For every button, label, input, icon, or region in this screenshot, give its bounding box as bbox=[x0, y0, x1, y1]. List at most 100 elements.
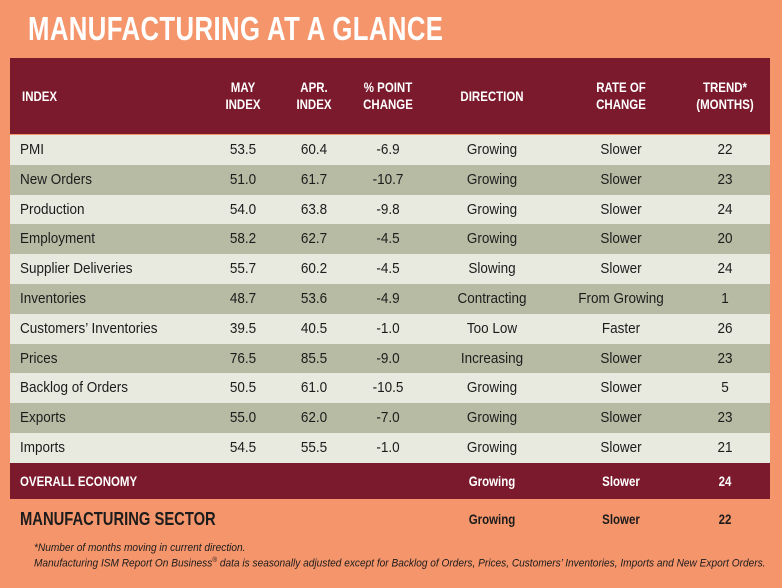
cell: Faster bbox=[601, 319, 641, 337]
cell: 76.5 bbox=[229, 349, 257, 367]
row-label: PMI bbox=[20, 141, 45, 158]
cell: Slower bbox=[600, 379, 642, 397]
cell: Contracting bbox=[457, 290, 527, 307]
cell: 1 bbox=[721, 290, 729, 307]
cell: 60.2 bbox=[300, 260, 328, 278]
cell: -4.9 bbox=[376, 290, 400, 307]
cell: 54.0 bbox=[229, 200, 257, 218]
header-line: INDEX bbox=[225, 96, 261, 112]
cell: Slower bbox=[600, 230, 642, 248]
row-label: New Orders bbox=[20, 170, 93, 188]
row-label: Prices bbox=[20, 349, 58, 367]
header-line: % POINT bbox=[363, 79, 413, 95]
header-line: (MONTHS) bbox=[696, 96, 754, 112]
footnote: *Number of months moving in current dire… bbox=[34, 542, 246, 554]
cell: Growing bbox=[466, 141, 518, 158]
note-text: Manufacturing ISM Report On Business bbox=[34, 557, 213, 570]
cell: -4.5 bbox=[376, 260, 400, 278]
header-line: RATE OF bbox=[596, 79, 646, 95]
cell: Slower bbox=[600, 260, 642, 278]
cell: Growing bbox=[466, 379, 518, 397]
cell: Growing bbox=[466, 230, 518, 248]
cell: 48.7 bbox=[229, 290, 257, 307]
header-line: MAY bbox=[230, 79, 256, 95]
cell: 63.8 bbox=[300, 200, 328, 218]
cell: Growing bbox=[466, 439, 518, 456]
column-header: DIRECTION bbox=[443, 88, 541, 105]
cell: -4.5 bbox=[376, 230, 400, 248]
cell: 53.6 bbox=[300, 290, 328, 307]
cell: 23 bbox=[717, 349, 733, 367]
cell: 85.5 bbox=[300, 349, 328, 367]
cell: 55.5 bbox=[300, 439, 328, 456]
cell: Slower bbox=[602, 473, 640, 489]
cell: 62.0 bbox=[300, 409, 328, 427]
header-line: CHANGE bbox=[363, 96, 413, 112]
header-line: CHANGE bbox=[596, 96, 646, 112]
cell: Increasing bbox=[460, 349, 524, 367]
cell: Growing bbox=[468, 511, 516, 527]
header-line: TREND* bbox=[702, 79, 747, 95]
header-line: INDEX bbox=[22, 87, 58, 104]
cell: Slower bbox=[600, 141, 642, 158]
cell: -9.0 bbox=[376, 349, 400, 367]
cell: Too Low bbox=[466, 319, 518, 337]
cell: 55.7 bbox=[229, 260, 257, 278]
cell: 22 bbox=[717, 141, 733, 158]
cell: -10.5 bbox=[372, 379, 404, 397]
cell: -10.7 bbox=[372, 170, 404, 188]
header-line: APR. bbox=[300, 79, 328, 95]
table-row: Prices 76.5 85.5 -9.0 Increasing Slower 23 bbox=[10, 343, 770, 374]
row-label: Customers’ Inventories bbox=[20, 319, 158, 337]
cell: Slower bbox=[600, 170, 642, 188]
row-label: OVERALL ECONOMY bbox=[20, 473, 138, 489]
cell: Growing bbox=[466, 409, 518, 427]
table-header: INDEX MAY INDEX APR. INDEX% POINT CHANGE DIREC… bbox=[10, 58, 770, 134]
cell: Slower bbox=[600, 200, 642, 218]
row-label: Supplier Deliveries bbox=[20, 260, 133, 278]
table-row: New Orders 51.0 61.7 -10.7 Growing Slower 23 bbox=[10, 164, 770, 195]
column-header: RATE OF CHANGE bbox=[572, 79, 670, 113]
cell: 39.5 bbox=[229, 319, 257, 337]
table-row: Customers’ Inventories 39.5 40.5 -1.0 Too Lo… bbox=[10, 313, 770, 344]
cell: 53.5 bbox=[229, 141, 257, 158]
cell: 55.0 bbox=[229, 409, 257, 427]
column-header: TREND* (MONTHS) bbox=[676, 79, 774, 113]
cell: 24 bbox=[717, 260, 733, 278]
cell: 54.5 bbox=[229, 439, 257, 456]
column-header: % POINT CHANGE bbox=[339, 79, 437, 113]
cell: 23 bbox=[717, 170, 733, 188]
footnote: Manufacturing ISM Report On Business® da… bbox=[34, 557, 765, 570]
summary-row: MANUFACTURING SECTOR Growing Slower 22 bbox=[10, 501, 770, 537]
row-label: Exports bbox=[20, 409, 66, 427]
column-header: MAY INDEX bbox=[194, 79, 292, 113]
cell: 40.5 bbox=[300, 319, 328, 337]
cell: Slower bbox=[600, 409, 642, 427]
cell: -1.0 bbox=[376, 439, 400, 456]
title: MANUFACTURING AT A GLANCE bbox=[28, 10, 444, 47]
cell: 5 bbox=[721, 379, 729, 397]
table-row: Exports 55.0 62.0 -7.0 Growing Slower 23 bbox=[10, 403, 770, 434]
cell: From Growing bbox=[578, 290, 664, 307]
cell: -7.0 bbox=[376, 409, 400, 427]
cell: Slower bbox=[602, 511, 640, 527]
header-line: INDEX bbox=[296, 96, 332, 112]
cell: 51.0 bbox=[229, 170, 257, 188]
cell: 60.4 bbox=[300, 141, 328, 158]
header-line: DIRECTION bbox=[460, 87, 524, 104]
row-label: Backlog of Orders bbox=[20, 379, 129, 397]
cell: 61.0 bbox=[300, 379, 328, 397]
table-row: Backlog of Orders 50.5 61.0 -10.5 Growing Slo… bbox=[10, 373, 770, 404]
table-row: Supplier Deliveries 55.7 60.2 -4.5 Slowing Sl… bbox=[10, 254, 770, 285]
cell: 50.5 bbox=[229, 379, 257, 397]
row-label: Imports bbox=[20, 439, 66, 456]
column-header: APR. INDEX bbox=[265, 79, 363, 113]
cell: -1.0 bbox=[376, 319, 400, 337]
cell: 62.7 bbox=[300, 230, 328, 248]
summary-row: OVERALL ECONOMY Growing Slower 24 bbox=[10, 463, 770, 499]
table-row: Production 54.0 63.8 -9.8 Growing Slower 24 bbox=[10, 194, 770, 225]
row-label: Inventories bbox=[20, 290, 87, 307]
note-mark: ® bbox=[212, 557, 218, 564]
cell: 22 bbox=[718, 511, 732, 527]
